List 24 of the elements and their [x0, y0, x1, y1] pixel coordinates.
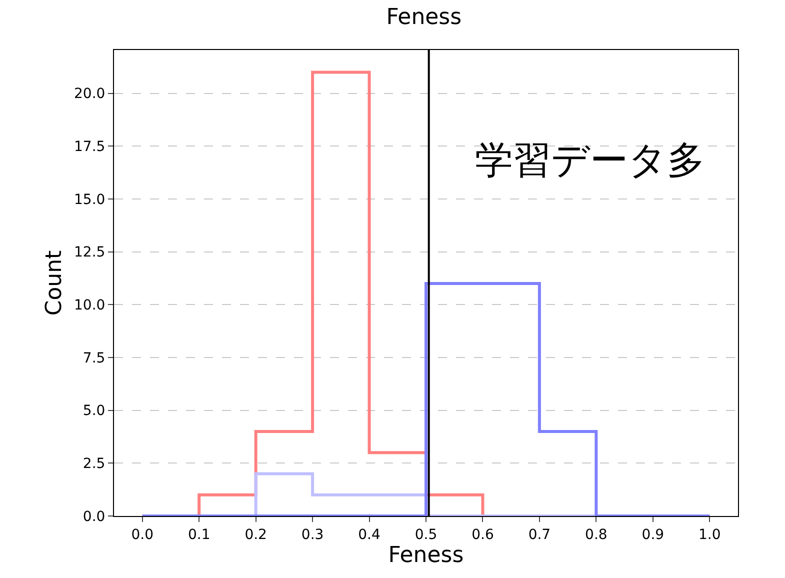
y-tick-label: 0.0	[82, 508, 106, 525]
y-tick-label: 5.0	[82, 403, 106, 420]
x-tick-label: 0.1	[188, 526, 210, 543]
x-tick-label: 0.3	[301, 526, 324, 543]
y-tick-label: 10.0	[74, 298, 106, 314]
x-tick-label: 0.0	[131, 526, 154, 543]
y-axis-title: Count	[42, 250, 67, 316]
x-tick-label: 0.6	[472, 526, 494, 543]
y-tick-label: 17.5	[74, 139, 106, 156]
annotation: 学習データ多	[475, 138, 705, 182]
y-tick-label: 20.0	[74, 86, 106, 102]
x-tick-label: 0.9	[642, 526, 664, 543]
x-tick-label: 0.4	[358, 526, 380, 543]
x-axis-title: Feness	[388, 542, 464, 568]
y-tick-label: 12.5	[74, 244, 106, 261]
x-tick-label: 0.8	[585, 526, 608, 543]
y-tick-label: 15.0	[74, 192, 106, 208]
x-tick-label: 0.5	[414, 526, 438, 543]
x-tick-label: 0.7	[528, 526, 551, 543]
y-tick-label: 2.5	[82, 456, 106, 472]
x-tick-label: 1.0	[698, 526, 721, 543]
x-tick-label: 0.2	[244, 526, 267, 543]
chart-title: Feness	[386, 5, 462, 30]
y-tick-label: 7.5	[82, 350, 106, 366]
